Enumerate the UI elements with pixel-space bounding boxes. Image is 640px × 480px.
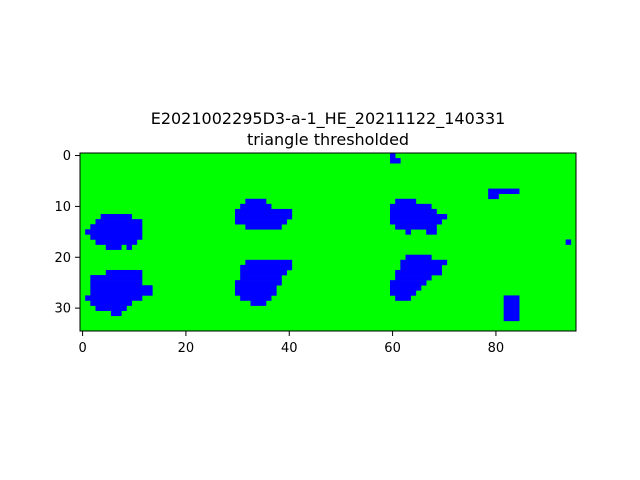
y-axis: 0 10 20 30 <box>54 149 80 317</box>
x-tick-label: 40 <box>281 341 298 356</box>
foreground-pixel-run <box>400 259 448 266</box>
foreground-pixel-run <box>90 280 143 286</box>
foreground-pixel-run <box>90 224 143 230</box>
foreground-pixel-run <box>250 300 267 306</box>
foreground-pixel-run <box>488 188 520 194</box>
foreground-pixel-run <box>395 275 432 281</box>
foreground-pixel-run <box>90 234 143 240</box>
foreground-pixel-run <box>395 295 411 301</box>
foreground-pixel-run <box>90 285 153 291</box>
foreground-pixel-run <box>503 315 520 322</box>
foreground-pixel-run <box>126 244 132 250</box>
y-tick-label: 0 <box>63 149 71 164</box>
foreground-pixel-run <box>105 269 143 276</box>
foreground-pixel-run <box>405 254 432 261</box>
foreground-pixel-run <box>390 280 427 286</box>
x-tick-label: 0 <box>78 341 86 356</box>
image-background <box>80 153 576 331</box>
foreground-pixel-run <box>245 198 267 205</box>
foreground-pixel-run <box>95 305 127 311</box>
foreground-pixel-run <box>240 203 272 210</box>
foreground-pixel-run <box>85 295 143 301</box>
foreground-pixel-run <box>235 214 293 220</box>
x-tick-label: 80 <box>488 341 505 356</box>
foreground-pixel-run <box>90 300 132 306</box>
foreground-pixel-run <box>90 290 153 296</box>
foreground-pixel-run <box>235 280 282 286</box>
foreground-pixel-run <box>111 310 122 317</box>
foreground-pixel-run <box>235 285 277 291</box>
x-axis: 0 20 40 60 80 <box>78 331 504 356</box>
foreground-pixel-run <box>390 153 396 159</box>
foreground-pixel-run <box>240 275 282 281</box>
foreground-pixel-run <box>235 208 293 215</box>
foreground-pixel-run <box>395 269 442 276</box>
foreground-pixel-run <box>503 295 520 301</box>
foreground-pixel-run <box>95 219 143 225</box>
chart-subtitle: triangle thresholded <box>247 130 409 149</box>
chart-title: E2021002295D3-a-1_HE_20211122_140331 <box>151 109 506 129</box>
foreground-pixel-run <box>95 239 138 245</box>
y-tick-label: 10 <box>54 200 71 215</box>
foreground-pixel-run <box>395 224 437 230</box>
foreground-pixel-run <box>390 208 437 215</box>
foreground-pixel-run <box>240 269 287 276</box>
y-tick-label: 20 <box>54 251 71 266</box>
foreground-pixel-run <box>85 229 143 235</box>
foreground-pixel-run <box>395 198 417 205</box>
foreground-pixel-run <box>390 219 442 225</box>
foreground-pixel-run <box>90 275 143 281</box>
foreground-pixel-run <box>240 295 272 301</box>
foreground-pixel-run <box>235 290 277 296</box>
foreground-pixel-run <box>390 158 401 164</box>
foreground-pixel-run <box>488 193 499 200</box>
x-tick-label: 20 <box>178 341 195 356</box>
foreground-pixel-run <box>503 305 520 311</box>
foreground-pixel-run <box>245 259 293 266</box>
foreground-pixels <box>85 153 572 322</box>
plot-frame <box>79 152 577 332</box>
foreground-pixel-run <box>565 239 572 245</box>
foreground-pixel-run <box>390 214 448 220</box>
x-tick-label: 60 <box>384 341 401 356</box>
foreground-pixel-run <box>105 244 122 250</box>
foreground-pixel-run <box>390 203 432 210</box>
foreground-pixel-run <box>390 285 422 291</box>
y-tick-label: 30 <box>54 302 71 317</box>
foreground-pixel-run <box>426 229 437 235</box>
foreground-pixel-run <box>503 310 520 317</box>
foreground-pixel-run <box>503 300 520 306</box>
foreground-pixel-run <box>240 264 293 271</box>
foreground-pixel-run <box>100 214 132 220</box>
foreground-pixel-run <box>405 229 411 235</box>
foreground-pixel-run <box>400 264 442 271</box>
plot-area <box>79 152 577 332</box>
foreground-pixel-run <box>235 219 287 225</box>
foreground-pixel-run <box>245 224 282 230</box>
foreground-pixel-run <box>390 290 417 296</box>
